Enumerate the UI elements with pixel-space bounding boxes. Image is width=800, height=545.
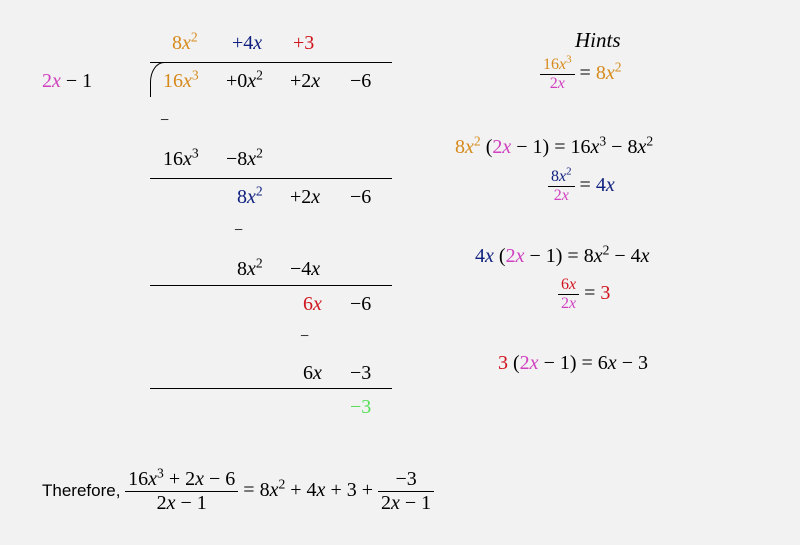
res1-c: −6 (350, 186, 371, 209)
sub2-b: −4x (290, 258, 320, 281)
res1-a: 8x2 (237, 186, 263, 209)
divisor: 2x − 1 (42, 70, 92, 93)
hint-3: 8x2 2x = 4x (548, 168, 615, 205)
minus-sign-2: − (234, 222, 243, 240)
hint-4: 4x (2x − 1) = 8x2 − 4x (475, 245, 650, 268)
sub1-b: −8x2 (226, 148, 263, 171)
minus-sign-1: − (160, 112, 169, 130)
sub2-a: 8x2 (237, 258, 263, 281)
division-top-line (150, 62, 392, 63)
res2-a: 6x (303, 293, 322, 316)
conclusion: Therefore, 16x3 + 2x − 6 2x − 1 = 8x2 + … (42, 468, 434, 515)
therefore-label: Therefore, (42, 481, 125, 500)
line-1 (150, 178, 392, 179)
remainder: −3 (350, 396, 371, 419)
dividend-t2: +0x2 (226, 70, 263, 93)
quotient-term1: 8x2 (172, 32, 198, 55)
res2-b: −6 (350, 293, 371, 316)
quotient-term2: +4x (232, 32, 262, 55)
hint-5: 6x 2x = 3 (558, 276, 610, 313)
hint-6: 3 (2x − 1) = 6x − 3 (498, 352, 648, 375)
dividend-t1: 16x3 (163, 70, 199, 93)
sub3-b: −3 (350, 362, 371, 385)
res1-b: +2x (290, 186, 320, 209)
sub1-a: 16x3 (163, 148, 199, 171)
hint-1: 16x3 2x = 8x2 (540, 56, 622, 93)
dividend-t3: +2x (290, 70, 320, 93)
dividend-t4: −6 (350, 70, 371, 93)
hints-title: Hints (575, 28, 621, 53)
hint-2: 8x2 (2x − 1) = 16x3 − 8x2 (455, 136, 653, 159)
minus-sign-3: − (300, 328, 309, 346)
divisor-2x: 2x (42, 70, 61, 92)
line-3 (150, 388, 392, 389)
quotient-term3: +3 (293, 32, 314, 55)
line-2 (150, 285, 392, 286)
sub3-a: 6x (303, 362, 322, 385)
